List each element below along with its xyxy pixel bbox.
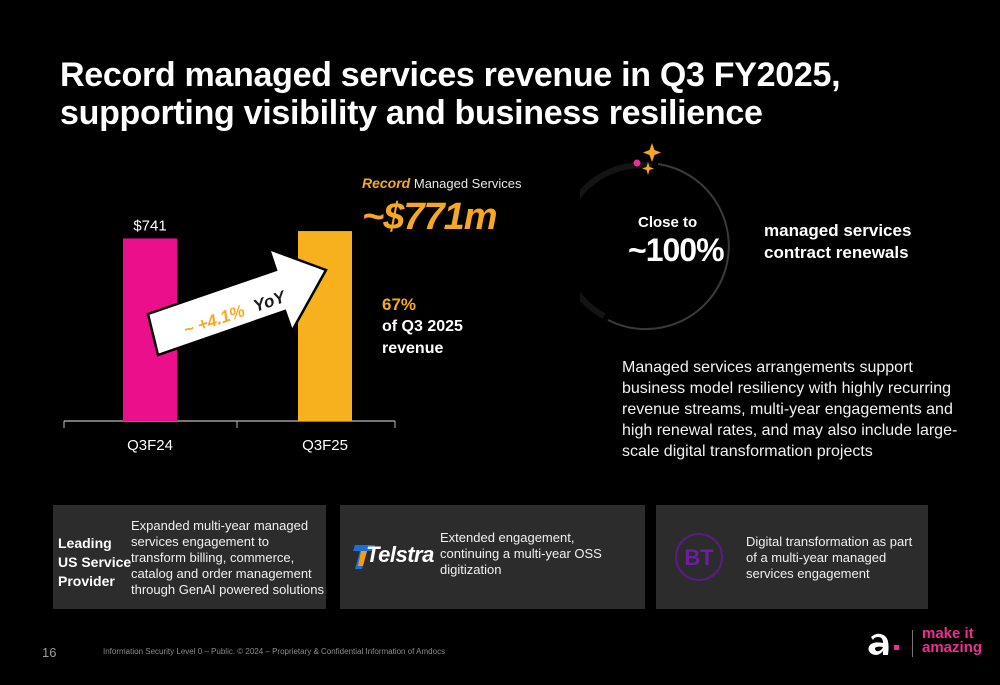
pink-dot-icon (633, 159, 641, 167)
sparkle-icon-small (642, 162, 654, 175)
renewal-label-line1: managed services (764, 221, 912, 240)
x-tick-label: Q3F24 (127, 437, 173, 454)
managed-services-description: Managed services arrangements support bu… (622, 359, 958, 460)
revenue-share: 67% of Q3 2025 revenue (382, 294, 463, 360)
brand-tagline: make it amazing (922, 625, 983, 656)
title-line-1: Record managed services revenue in Q3 FY… (60, 56, 841, 94)
bt-logo: BT (675, 533, 723, 581)
card-text: Digital transformation as part of a mult… (746, 534, 913, 581)
record-heading: Record Managed Services (362, 175, 522, 191)
card-text: Expanded multi-year managed services eng… (131, 518, 324, 597)
data-label: $741 (133, 217, 166, 234)
bt-logo-text: BT (684, 545, 714, 570)
close-to-label: Close to (638, 214, 698, 231)
page-title: Record managed services revenue in Q3 FY… (60, 56, 960, 132)
x-tick-label: Q3F25 (302, 437, 348, 454)
card-text: Extended engagement, continuing a multi-… (440, 530, 602, 577)
brand-line1: make it (922, 625, 974, 642)
revenue-share-line3: revenue (382, 340, 444, 357)
record-strong: Record (362, 175, 411, 191)
ring-arc (607, 163, 730, 331)
renewal-label-line2: contract renewals (764, 243, 909, 262)
bar-Q3F25 (298, 231, 352, 421)
yoy-arrow-shape (146, 246, 328, 357)
telstra-t-icon (353, 545, 375, 569)
brand-divider (912, 630, 913, 657)
revenue-share-line2: of Q3 2025 (382, 318, 463, 335)
card-lead-line3: Provider (58, 573, 115, 589)
renewal-value: ~100% (628, 232, 725, 268)
record-value: ~$771m (362, 196, 498, 238)
brand-line2: amazing (922, 639, 983, 656)
footer-disclaimer: Information Security Level 0 – Public. ©… (103, 647, 446, 656)
telstra-wordmark: Telstra (366, 542, 434, 567)
card-bt: BT Digital transformation as part of a m… (656, 505, 928, 609)
yoy-arrow: ~ +4.1% YoY (146, 246, 328, 357)
title-line-2: supporting visibility and business resil… (60, 94, 763, 132)
ring-arc-shadow (580, 162, 653, 319)
card-lead: Leading US Service Provider (58, 534, 131, 591)
revenue-share-pct: 67% (382, 295, 417, 314)
card-lead-line2: US Service (58, 554, 132, 570)
renewal-label: managed services contract renewals (764, 220, 911, 264)
sparkle-icon-large (643, 143, 661, 162)
renewal-ring (580, 143, 730, 331)
amdocs-logo-icon (868, 633, 899, 655)
card-lead-line1: Leading (58, 535, 112, 551)
card-telstra: Telstra Extended engagement, continuing … (340, 505, 645, 609)
card-us-service-provider: Leading US Service Provider Expanded mul… (53, 505, 326, 609)
record-rest: Managed Services (413, 176, 522, 191)
telstra-logo: Telstra (352, 540, 434, 574)
page-number: 16 (42, 645, 57, 660)
